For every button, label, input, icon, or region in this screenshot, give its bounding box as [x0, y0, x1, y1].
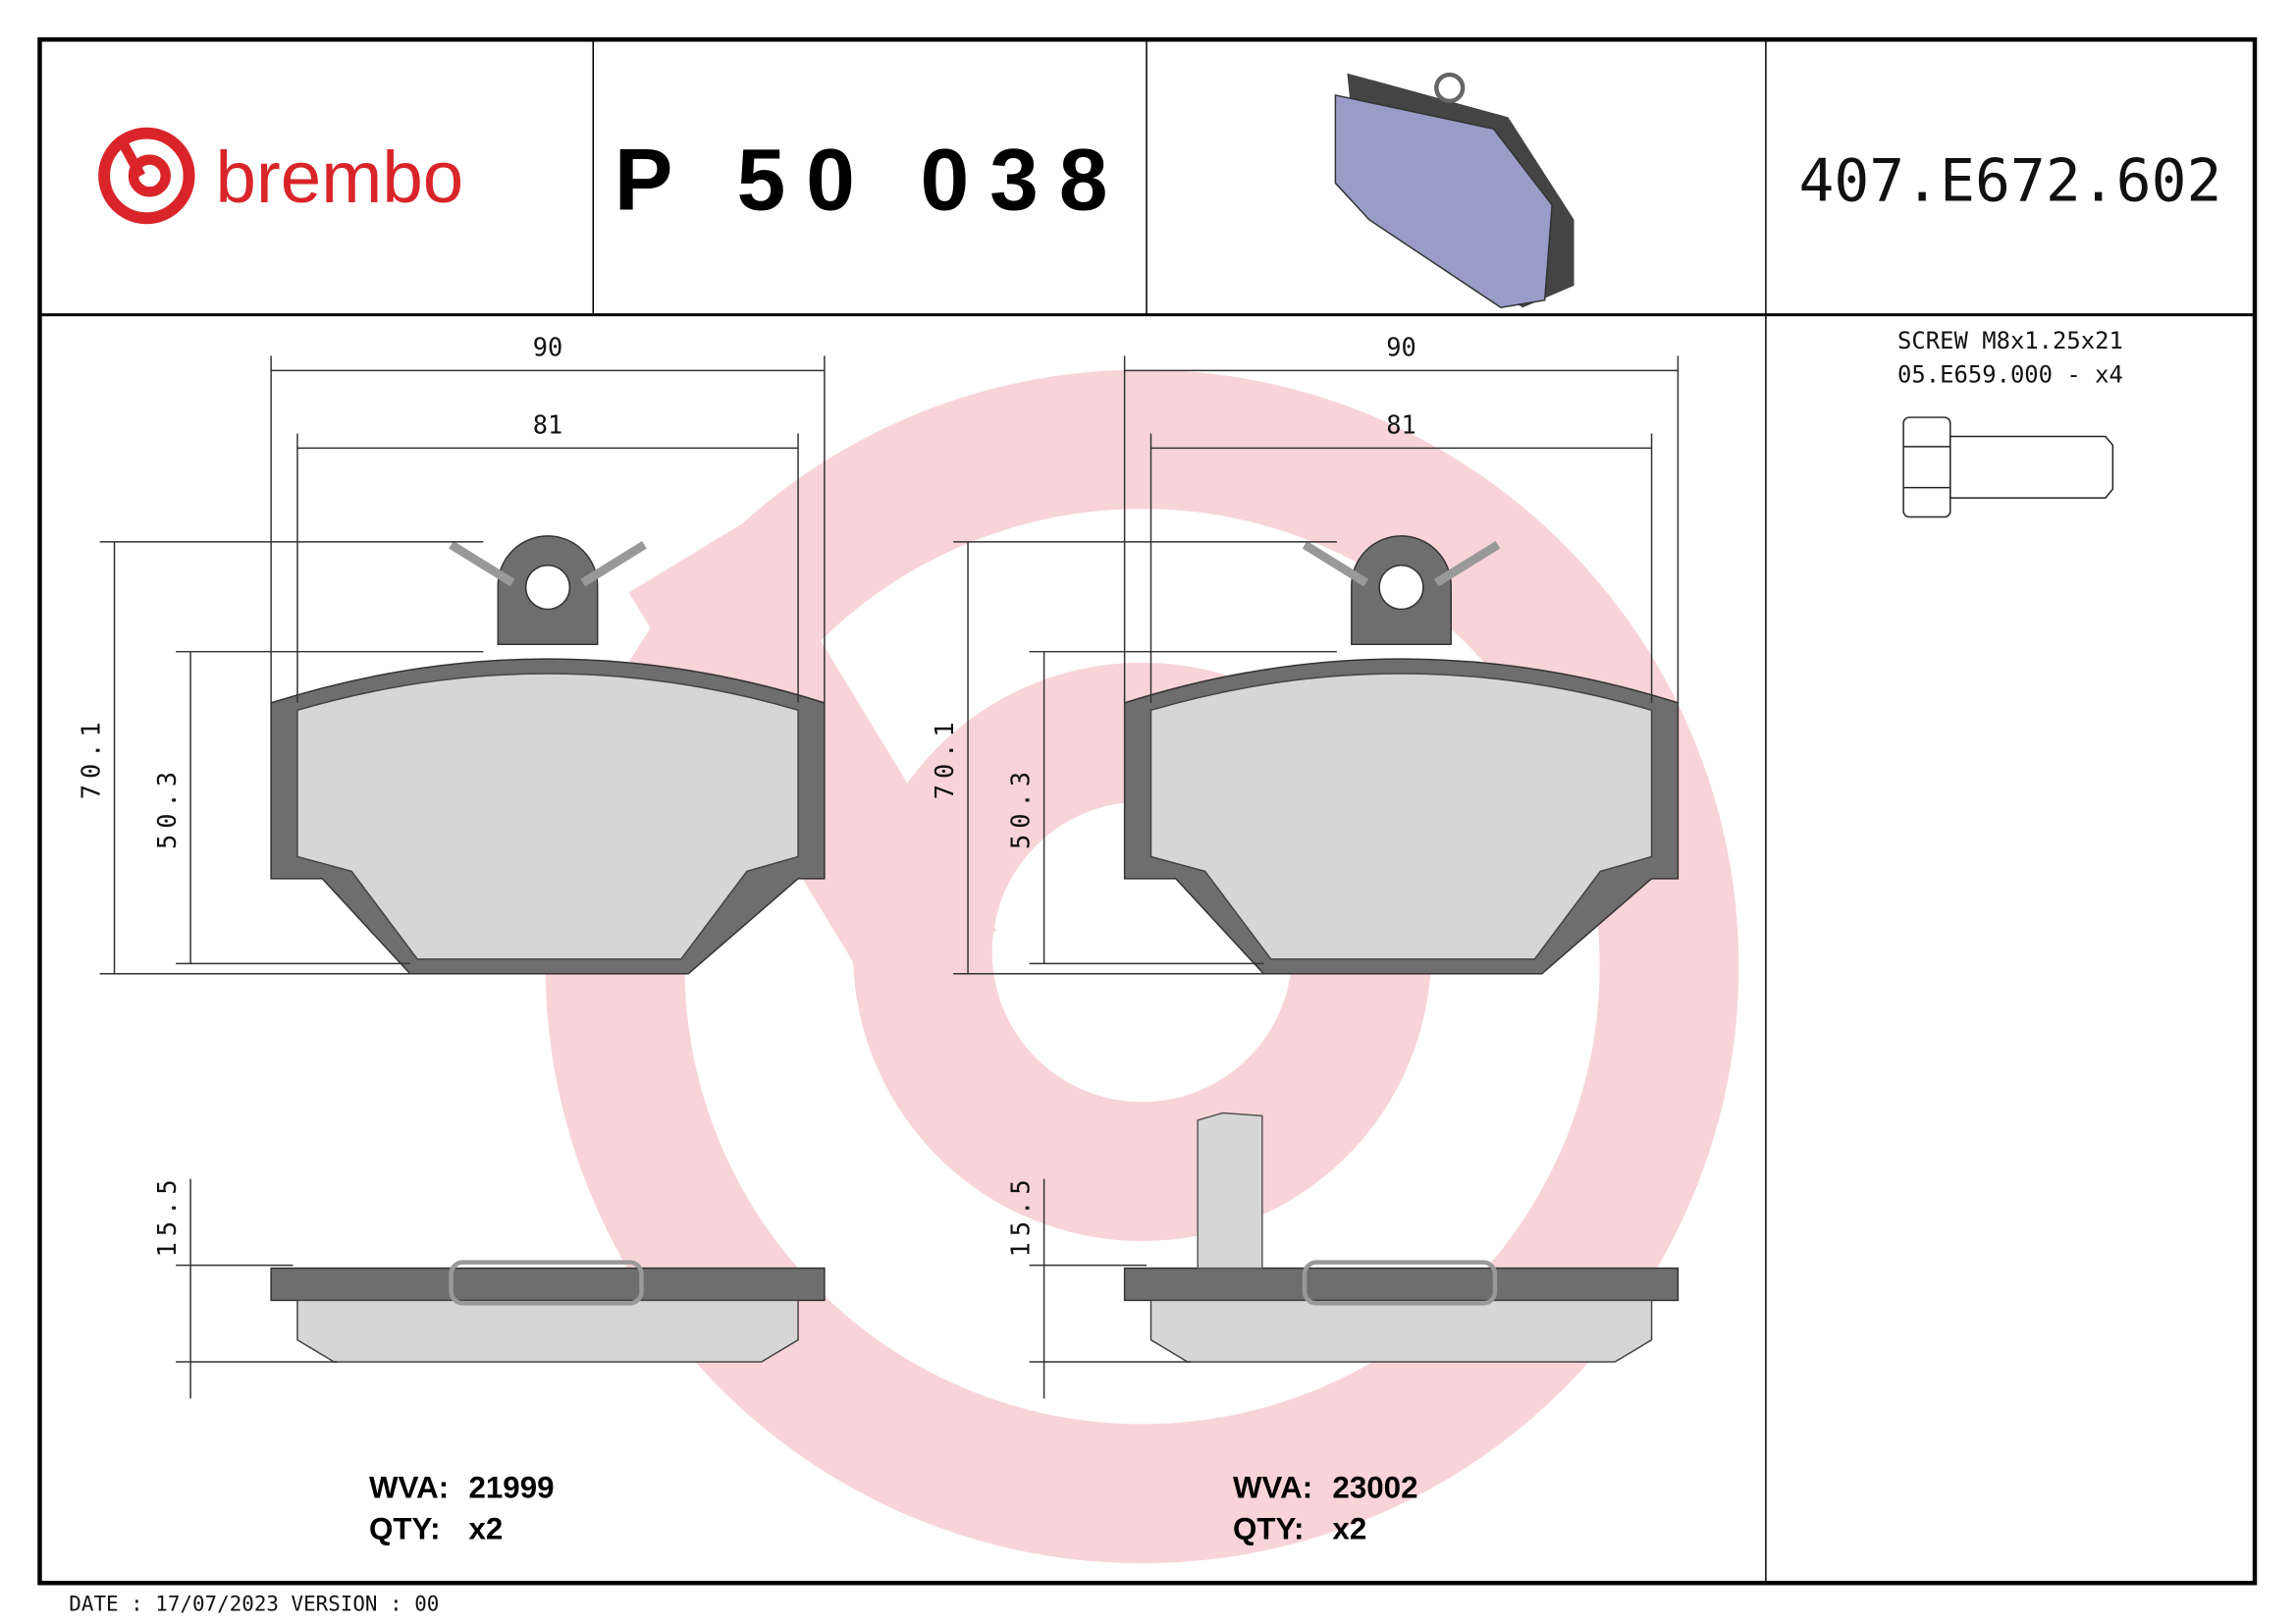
- pad-drawing-1: 90 81 70.1 50.3 15.5 WVA: 21999 QTY: x2: [77, 332, 826, 1545]
- friction-material: [1149, 673, 1653, 960]
- dimension-label: 50.3: [152, 766, 182, 849]
- spring-clip: [1302, 541, 1501, 587]
- dimension-label: 50.3: [1006, 766, 1036, 849]
- dimension-label: 15.5: [1006, 1173, 1036, 1257]
- side-clip: [449, 1260, 644, 1306]
- screw-spec: SCREW M8x1.25x21: [1897, 327, 2123, 354]
- oe-reference: 407.E672.602: [1799, 147, 2222, 215]
- part-number: P 50 038: [614, 130, 1129, 228]
- dimension-label: 81: [533, 409, 563, 439]
- qty-label: QTY:: [1233, 1511, 1304, 1545]
- dimension-label: 90: [1386, 332, 1416, 361]
- friction-material: [296, 673, 799, 960]
- side-backplate: [1123, 1267, 1680, 1302]
- dimension-label: 70.1: [77, 716, 106, 799]
- tab-hole: [524, 564, 571, 611]
- brembo-logo: brembo: [98, 127, 463, 225]
- wva-label: WVA:: [369, 1471, 449, 1505]
- pad-3d-render: [1334, 72, 1575, 308]
- footer-date-version: DATE : 17/07/2023 VERSION : 00: [69, 1593, 439, 1616]
- wear-indicator: [1197, 1111, 1263, 1270]
- side-clip: [1302, 1260, 1498, 1306]
- spring-clip: [449, 541, 647, 587]
- dimension-label: 70.1: [930, 716, 959, 799]
- wva-number: 23002: [1332, 1471, 1417, 1505]
- side-friction: [296, 1299, 799, 1363]
- dimension-label: 90: [533, 332, 563, 361]
- dimension-label: 15.5: [152, 1173, 182, 1257]
- side-friction: [1149, 1299, 1653, 1363]
- qty-value: x2: [1332, 1511, 1366, 1545]
- dimension-label: 81: [1386, 409, 1416, 439]
- tab-hole: [1378, 564, 1424, 611]
- qty-value: x2: [468, 1511, 503, 1545]
- wva-number: 21999: [468, 1471, 554, 1505]
- brand-name: brembo: [215, 135, 463, 218]
- pad-drawing-2: 90 81 70.1 50.3 15.5 WVA: 23002 QTY: x2: [930, 332, 1680, 1545]
- wva-label: WVA:: [1233, 1471, 1312, 1505]
- screw-part-number: 05.E659.000 - x4: [1897, 360, 2123, 388]
- screw-icon: [1902, 416, 2114, 518]
- qty-label: QTY:: [369, 1511, 440, 1545]
- side-backplate: [270, 1267, 826, 1302]
